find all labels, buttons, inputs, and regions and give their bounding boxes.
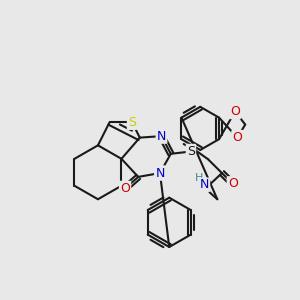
Text: H: H bbox=[194, 173, 203, 184]
Text: O: O bbox=[120, 182, 130, 195]
Text: N: N bbox=[155, 167, 165, 180]
Text: O: O bbox=[230, 105, 240, 118]
Text: O: O bbox=[232, 131, 242, 144]
Text: S: S bbox=[187, 145, 195, 158]
Text: S: S bbox=[128, 116, 136, 129]
Text: N: N bbox=[200, 178, 210, 191]
Text: N: N bbox=[157, 130, 166, 142]
Text: O: O bbox=[228, 177, 238, 190]
